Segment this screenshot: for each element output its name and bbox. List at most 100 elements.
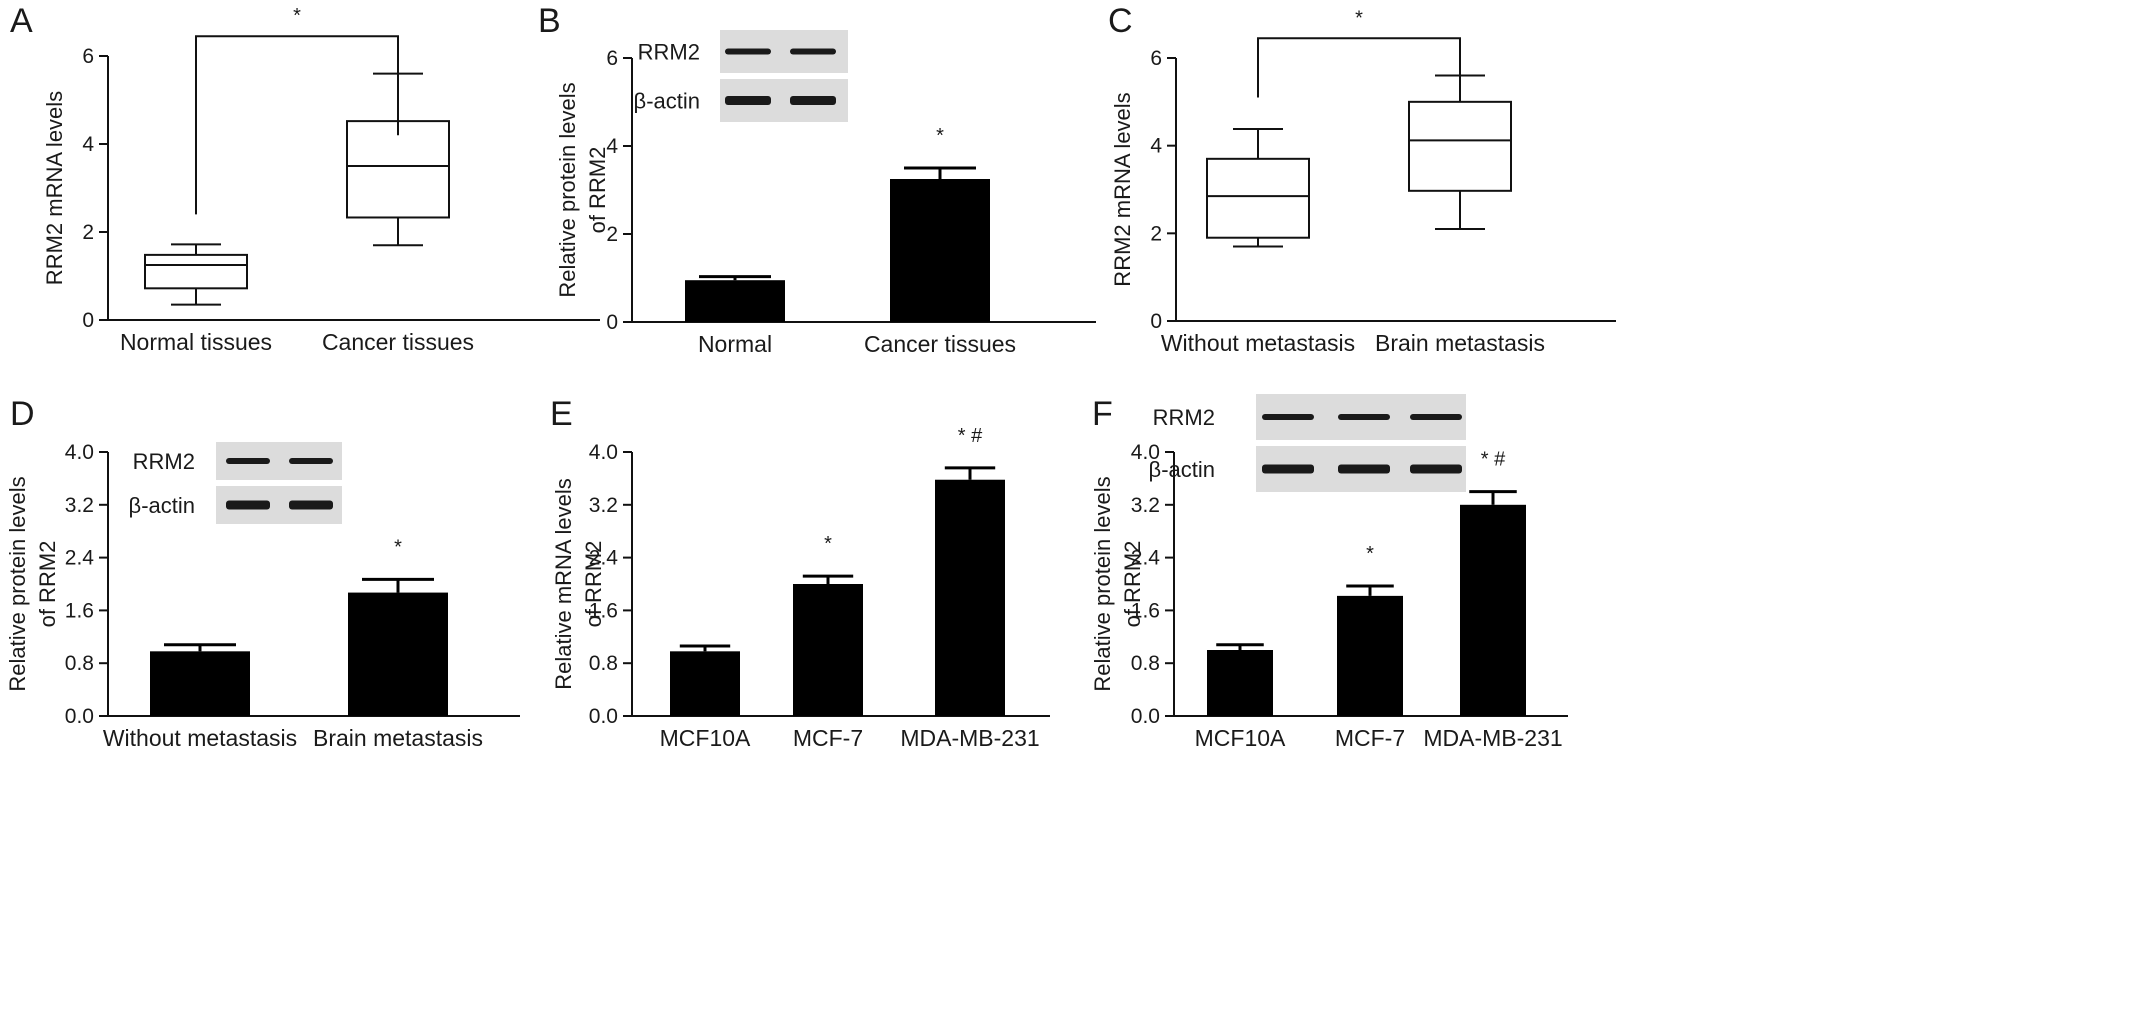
y-tick-label: 1.6: [1131, 599, 1160, 622]
chart-panel-b: B 0 2 4 6 Relative protein levels of RRM2 Norma…: [538, 2, 1096, 357]
blot-band: [226, 458, 270, 464]
blot-band: [725, 48, 771, 55]
y-tick-label: 4.0: [589, 441, 618, 464]
box-iqr: [346, 120, 450, 219]
blot-label: β-actin: [1149, 457, 1215, 482]
y-tick-label: 2.4: [1131, 547, 1161, 570]
box-iqr: [1408, 100, 1512, 192]
y-tick-label: 0: [1150, 310, 1162, 333]
blot-band: [790, 96, 836, 105]
blot-band: [1338, 414, 1390, 420]
x-category-label: MCF-7: [1335, 725, 1405, 751]
blot-label: β-actin: [634, 89, 700, 114]
y-axis-label: of RRM2: [1120, 541, 1145, 628]
chart-panel-e: E 0.0 0.8 1.6 2.4 3.2 4.0 Relative mRNA levels o…: [550, 395, 1050, 751]
significance-marker: * #: [1481, 449, 1506, 471]
x-category-label: Brain metastasis: [1375, 330, 1545, 356]
blot-band: [289, 500, 333, 510]
panel-letter: A: [10, 2, 33, 40]
significance-marker: *: [1366, 543, 1374, 565]
x-category-label: MDA-MB-231: [1423, 725, 1562, 751]
y-tick-label: 6: [606, 47, 618, 70]
blot-band: [1410, 414, 1462, 420]
panel-letter: D: [10, 395, 35, 433]
y-tick-label: 6: [1150, 47, 1162, 70]
y-tick-label: 0.8: [1131, 652, 1160, 675]
blot-label: RRM2: [638, 40, 700, 65]
bar: [935, 479, 1005, 716]
y-axis-label: of RRM2: [581, 541, 606, 628]
y-axis-label: Relative protein levels: [5, 476, 30, 691]
blot-band: [226, 500, 270, 510]
blot-label: RRM2: [1153, 405, 1215, 430]
significance-marker: * #: [958, 425, 983, 447]
bar: [150, 651, 250, 716]
y-tick-label: 0: [606, 311, 618, 334]
y-tick-label: 0.8: [589, 652, 618, 675]
blot-band: [790, 48, 836, 55]
y-tick-label: 1.6: [589, 599, 618, 622]
blot-band: [289, 458, 333, 464]
x-category-label: Cancer tissues: [864, 331, 1016, 357]
y-tick-label: 2: [606, 223, 618, 246]
bar: [1337, 595, 1403, 716]
y-tick-label: 4: [1150, 135, 1162, 158]
bar: [1207, 650, 1273, 716]
y-axis-label: of RRM2: [585, 147, 610, 234]
significance-marker: *: [936, 125, 944, 147]
panel-letter: C: [1108, 2, 1133, 40]
box-iqr: [1206, 157, 1310, 239]
y-tick-label: 3.2: [1131, 494, 1160, 517]
y-tick-label: 0: [82, 309, 94, 332]
y-tick-label: 4.0: [1131, 441, 1160, 464]
y-axis-label: Relative mRNA levels: [551, 478, 576, 690]
chart-panel-f: F 0.0 0.8 1.6 2.4 3.2 4.0 Relative protein leve…: [1090, 394, 1568, 751]
significance-bracket: [195, 35, 399, 215]
x-category-label: Normal tissues: [120, 329, 272, 355]
significance-marker: *: [394, 536, 402, 558]
y-tick-label: 4.0: [65, 441, 94, 464]
blot-band: [725, 96, 771, 105]
bar: [670, 651, 740, 716]
y-tick-label: 0.0: [1131, 705, 1160, 728]
y-tick-label: 4: [606, 135, 618, 158]
bar: [348, 592, 448, 716]
y-tick-label: 2: [1150, 222, 1162, 245]
x-category-label: MCF10A: [660, 725, 751, 751]
x-category-label: Without metastasis: [1161, 330, 1355, 356]
y-axis-label: RRM2 mRNA levels: [42, 91, 67, 285]
x-category-label: Normal: [698, 331, 772, 357]
blot-band: [1262, 414, 1314, 420]
y-tick-label: 3.2: [65, 494, 94, 517]
panel-letter: E: [550, 395, 573, 433]
blot-band: [1262, 464, 1314, 474]
y-tick-label: 2.4: [65, 547, 95, 570]
x-category-label: Cancer tissues: [322, 329, 474, 355]
bar: [890, 179, 990, 322]
x-category-label: MDA-MB-231: [900, 725, 1039, 751]
blot-band: [1338, 464, 1390, 474]
x-category-label: Brain metastasis: [313, 725, 483, 751]
bar: [685, 280, 785, 322]
y-tick-label: 4: [82, 133, 94, 156]
y-tick-label: 0.0: [589, 705, 618, 728]
significance-marker: *: [824, 533, 832, 555]
y-tick-label: 2.4: [589, 547, 619, 570]
chart-panel-a: A 0 2 4 6 RRM2 mRNA levels Normal tissues Cance…: [10, 2, 600, 355]
panel-letter: F: [1092, 395, 1113, 433]
panel-letter: B: [538, 2, 561, 40]
y-tick-label: 1.6: [65, 599, 94, 622]
y-tick-label: 0.0: [65, 705, 94, 728]
x-category-label: MCF-7: [793, 725, 863, 751]
significance-bracket: [1257, 37, 1461, 98]
y-axis-label: of RRM2: [35, 541, 60, 628]
blot-label: RRM2: [133, 449, 195, 474]
chart-panel-d: D 0.0 0.8 1.6 2.4 3.2 4.0 Relative protein leve…: [5, 395, 520, 751]
blot-band: [1410, 464, 1462, 474]
bar: [1460, 504, 1526, 716]
box-iqr: [144, 253, 248, 290]
y-axis-label: RRM2 mRNA levels: [1110, 92, 1135, 286]
bar: [793, 584, 863, 716]
